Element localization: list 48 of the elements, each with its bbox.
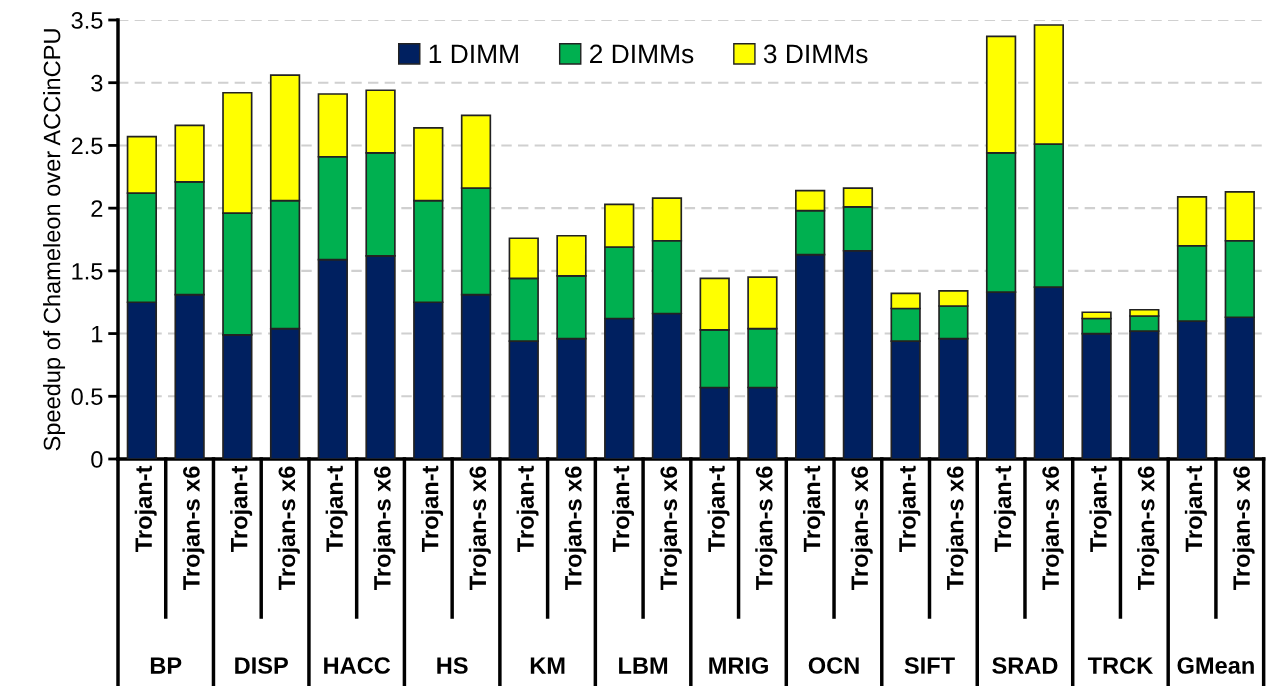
text: OCN: [808, 657, 859, 674]
x-tick-label: Trojan-t: [993, 465, 1016, 552]
text: SRAD: [992, 657, 1058, 674]
x-tick-label: Trojan-t: [134, 465, 157, 552]
x-tick-label: Trojan-s x6: [468, 466, 491, 590]
x-tick-label: Trojan-t: [802, 465, 825, 552]
x-tick-label: Trojan-t: [421, 465, 444, 552]
x-tick-label: Trojan-s x6: [1041, 466, 1064, 590]
text: HS: [437, 657, 468, 674]
text: HACC: [324, 657, 391, 674]
x-tick-label: Trojan-s x6: [850, 466, 873, 590]
y-tick-label: 2.5: [71, 137, 103, 155]
legend-label: 2 DIMMs: [590, 44, 694, 64]
x-tick-label: Trojan-s x6: [182, 466, 205, 590]
y-tick-label: 0: [91, 451, 103, 468]
x-tick-label: Trojan-s x6: [946, 466, 969, 590]
x-tick-label: Trojan-t: [1184, 465, 1207, 552]
y-tick-label: 3.5: [71, 12, 103, 29]
x-tick-label: Trojan-s x6: [564, 466, 587, 590]
text: BP: [150, 657, 182, 674]
x-tick-label: Trojan-t: [1089, 465, 1112, 552]
y-tick-label: 2: [91, 200, 103, 217]
x-tick-label: Trojan-t: [612, 465, 635, 552]
text: KM: [530, 657, 565, 674]
x-tick-label: Trojan-s x6: [1137, 466, 1160, 590]
x-tick-label: Trojan-s x6: [755, 466, 778, 590]
text: TRCK: [1087, 657, 1154, 674]
y-tick-label: 1: [92, 325, 103, 343]
x-tick-label: Trojan-s x6: [659, 466, 682, 590]
x-tick-label: Trojan-s x6: [373, 466, 396, 590]
x-tick-label: Trojan-t: [898, 465, 921, 552]
legend-label: 3 DIMMs: [763, 44, 868, 64]
x-tick-label: Trojan-s x6: [1232, 466, 1255, 590]
y-axis-title: Speedup of Chameleon over ACCinCPU: [43, 29, 66, 451]
x-tick-label: Trojan-t: [707, 465, 730, 552]
x-tick-label: Trojan-t: [325, 465, 348, 552]
text: LBM: [619, 657, 668, 674]
x-tick-label: Trojan-t: [516, 465, 539, 552]
text: MRIG: [709, 657, 768, 674]
x-tick-label: Trojan-s x6: [277, 466, 300, 590]
text: SIFT: [904, 657, 955, 674]
y-tick-label: 0.5: [71, 388, 103, 406]
y-tick-label: 3: [91, 74, 103, 92]
y-tick-label: 1.5: [72, 263, 103, 280]
text: DISP: [235, 657, 288, 674]
x-tick-label: Trojan-t: [230, 465, 253, 552]
text: GMean: [1177, 657, 1254, 674]
legend-label: 1 DIMM: [429, 44, 518, 64]
